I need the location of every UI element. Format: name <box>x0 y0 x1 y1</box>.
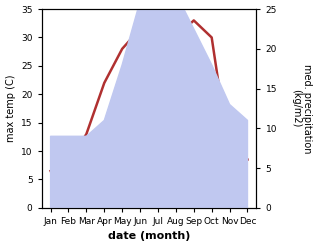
X-axis label: date (month): date (month) <box>108 231 190 242</box>
Y-axis label: max temp (C): max temp (C) <box>5 75 16 142</box>
Y-axis label: med. precipitation
(kg/m2): med. precipitation (kg/m2) <box>291 64 313 153</box>
